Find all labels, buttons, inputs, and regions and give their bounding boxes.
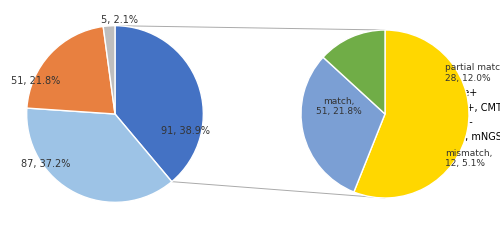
Text: 91, 38.9%: 91, 38.9% [161,125,210,135]
Wedge shape [115,27,204,182]
Text: match,
51, 21.8%: match, 51, 21.8% [316,96,362,116]
Legend: double+, mNGS+, CMT-, double-, CMT+, mNGS-: double+, mNGS+, CMT-, double-, CMT+, mNG… [422,85,500,144]
Text: 51, 21.8%: 51, 21.8% [11,76,60,86]
Text: 5, 2.1%: 5, 2.1% [101,15,138,25]
Wedge shape [301,58,385,192]
Wedge shape [103,27,115,114]
Wedge shape [26,109,172,202]
Text: mismatch,
12, 5.1%: mismatch, 12, 5.1% [446,148,493,168]
Wedge shape [27,27,115,114]
Wedge shape [323,31,385,114]
Wedge shape [354,31,469,198]
Text: 87, 37.2%: 87, 37.2% [22,158,71,168]
Text: partial matched,
28, 12.0%: partial matched, 28, 12.0% [446,63,500,82]
